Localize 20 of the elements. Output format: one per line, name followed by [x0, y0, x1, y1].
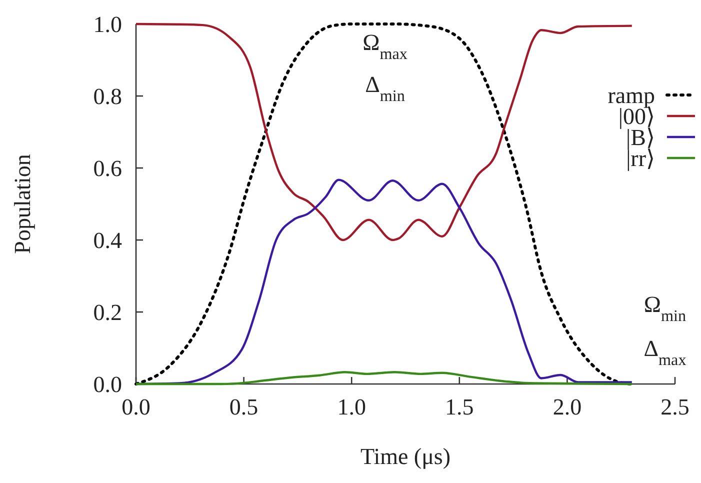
- y-tick-label: 0.0: [93, 372, 122, 398]
- annotation: Δ$_{max}$: [644, 336, 686, 368]
- legend-label: ramp: [608, 83, 655, 108]
- x-tick-label: 1.5: [445, 394, 474, 420]
- x-tick-label: 0.0: [122, 394, 150, 420]
- y-tick-label: 0.2: [93, 300, 122, 326]
- y-tick-label: 0.4: [93, 228, 122, 254]
- line-series: [134, 371, 633, 386]
- x-tick-label: 2.0: [552, 394, 582, 420]
- annotation: Δ$_{min}$: [365, 72, 405, 104]
- y-tick-label: 1.0: [93, 12, 122, 38]
- y-tick-label: 0.8: [93, 84, 122, 110]
- annotation: Ω$_{min}$: [644, 292, 686, 324]
- annotation: Ω$_{max}$: [362, 30, 408, 62]
- y-axis-title: Population: [10, 154, 35, 254]
- x-axis-title: Time (μs): [360, 444, 451, 469]
- x-tick-label: 2.5: [660, 394, 690, 420]
- x-tick-label: 0.5: [229, 394, 258, 420]
- y-tick-label: 0.6: [93, 156, 122, 182]
- x-tick-label: 1.0: [337, 394, 366, 420]
